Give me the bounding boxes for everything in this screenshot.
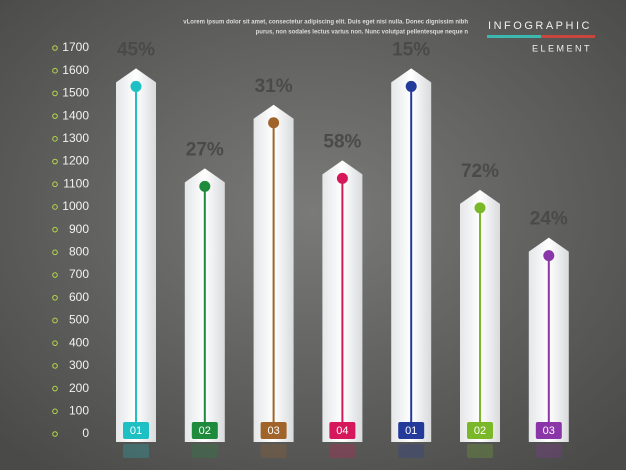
y-tick-label: 1600 xyxy=(62,63,89,77)
y-tick-label: 1000 xyxy=(62,199,89,213)
bar-label: 27% xyxy=(186,139,224,160)
title-rule xyxy=(541,35,595,38)
bar-label: 24% xyxy=(530,209,568,230)
y-tick-label: 600 xyxy=(69,290,89,304)
tick-dot xyxy=(52,385,58,392)
tag-reflection xyxy=(123,444,149,458)
bar-label: 45% xyxy=(117,39,155,60)
category-label: 03 xyxy=(267,425,279,437)
y-tick-label: 1500 xyxy=(62,86,89,100)
tick-dot xyxy=(52,181,58,188)
y-tick-label: 1400 xyxy=(62,108,89,122)
y-tick-label: 1200 xyxy=(62,154,89,168)
y-tick-label: 400 xyxy=(69,335,89,349)
y-tick-label: 100 xyxy=(69,403,89,417)
tick-dot xyxy=(52,90,58,97)
tick-dot xyxy=(52,272,58,278)
category-label: 02 xyxy=(474,425,486,437)
category-label: 04 xyxy=(336,425,348,437)
category-tag xyxy=(535,422,562,439)
bar-label: 58% xyxy=(323,131,361,152)
tick-dot xyxy=(52,363,58,369)
bar-dot xyxy=(336,172,348,184)
category-label: 03 xyxy=(543,425,555,437)
tag-reflection xyxy=(329,444,356,458)
category-tag xyxy=(191,422,218,439)
y-tick-label: 0 xyxy=(82,426,89,440)
y-tick-label: 500 xyxy=(69,313,89,327)
y-tick-label: 1100 xyxy=(63,176,89,190)
tick-dot xyxy=(52,431,58,437)
tick-dot xyxy=(52,136,58,142)
y-tick-label: 1300 xyxy=(62,131,89,145)
tick-dot xyxy=(52,408,58,415)
category-label: 01 xyxy=(130,425,142,437)
tag-reflection xyxy=(535,444,562,458)
tag-reflection xyxy=(398,444,425,458)
tick-dot xyxy=(52,158,58,165)
tag-reflection xyxy=(191,444,218,458)
category-label: 02 xyxy=(199,425,211,437)
y-tick-label: 700 xyxy=(69,267,89,281)
tick-dot xyxy=(52,113,58,119)
category-label: 01 xyxy=(405,425,417,437)
bar-dot xyxy=(130,80,142,92)
bar-label: 15% xyxy=(392,39,430,60)
bar-dot xyxy=(405,80,417,92)
tick-dot xyxy=(52,45,58,51)
y-tick-label: 900 xyxy=(69,222,89,236)
header-text: purus, non sodales lectus varius non. Nu… xyxy=(256,30,469,36)
header-text: vLorem ipsum dolor sit amet, consectetur… xyxy=(183,20,468,26)
bar-label: 31% xyxy=(255,76,293,97)
y-tick-label: 1700 xyxy=(62,40,89,54)
subtitle: ELEMENT xyxy=(532,43,592,53)
bar-dot xyxy=(268,117,280,129)
category-tag xyxy=(260,422,287,439)
category-tag xyxy=(329,422,356,439)
tick-dot xyxy=(52,340,58,346)
bar-dot xyxy=(474,202,486,214)
bar-dot xyxy=(199,180,211,192)
tick-dot xyxy=(52,249,58,256)
tag-reflection xyxy=(260,444,287,458)
y-tick-label: 200 xyxy=(69,381,89,395)
title: INFOGRAPHIC xyxy=(488,20,592,32)
bar-label: 72% xyxy=(461,161,499,182)
category-tag xyxy=(467,422,493,439)
y-tick-label: 300 xyxy=(69,358,89,372)
tag-reflection xyxy=(467,444,493,458)
tick-dot xyxy=(52,294,58,301)
category-tag xyxy=(123,422,149,439)
tick-dot xyxy=(52,317,58,324)
category-tag xyxy=(398,422,425,439)
tick-dot xyxy=(52,204,58,210)
y-tick-label: 800 xyxy=(69,245,89,259)
bar-dot xyxy=(543,250,555,262)
tick-dot xyxy=(52,226,58,233)
tick-dot xyxy=(52,67,58,74)
